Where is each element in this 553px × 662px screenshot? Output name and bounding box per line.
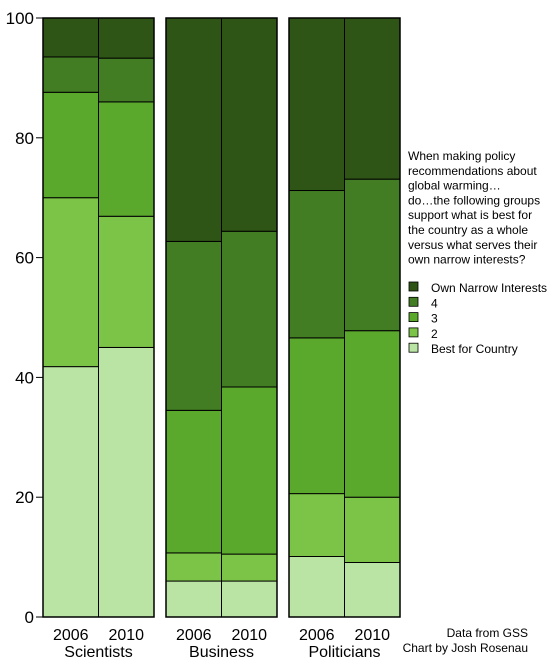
bar-segment-politicians-2006-2 xyxy=(288,337,345,495)
panel-frame xyxy=(42,17,155,618)
bar-segment-politicians-2010-1 xyxy=(344,496,401,563)
bar-segment-scientists-2010-1 xyxy=(98,215,155,348)
legend-label: 4 xyxy=(431,296,438,310)
legend-title-line: do…the following groups xyxy=(408,193,540,207)
group-label: Politicians xyxy=(308,644,380,661)
legend-label: Own Narrow Interests xyxy=(431,281,547,295)
bar-segment-politicians-2010-2 xyxy=(344,330,401,498)
bar-segment-scientists-2010-0 xyxy=(98,346,155,618)
bar-segment-scientists-2006-4 xyxy=(42,17,99,58)
bar-segment-politicians-2010-0 xyxy=(344,561,401,618)
legend-swatch xyxy=(408,281,419,292)
legend-label: 2 xyxy=(431,327,438,341)
y-tick-label: 20 xyxy=(15,488,34,507)
bar-segment-business-2010-4 xyxy=(221,17,278,232)
legend-title-line: versus what serves their xyxy=(408,238,537,252)
x-tick-label: 2006 xyxy=(299,627,335,644)
legend-swatch xyxy=(408,296,419,307)
group-label: Scientists xyxy=(64,644,132,661)
x-tick-label: 2006 xyxy=(53,627,89,644)
y-tick-label: 0 xyxy=(25,608,34,627)
axes: 0 20 40 60 80 100 xyxy=(6,9,43,627)
bar-segment-scientists-2010-3 xyxy=(98,57,155,103)
bars xyxy=(42,17,401,618)
bar-segment-business-2010-3 xyxy=(221,230,278,388)
bar-segment-business-2006-3 xyxy=(165,240,222,411)
bar-segment-politicians-2006-1 xyxy=(288,493,345,558)
bar-segment-scientists-2006-2 xyxy=(42,91,99,199)
bar-segment-scientists-2010-4 xyxy=(98,17,155,59)
panel-frame xyxy=(288,17,401,618)
bar-segment-politicians-2006-0 xyxy=(288,556,345,618)
y-tick-label: 100 xyxy=(6,9,34,28)
bar-segment-politicians-2006-4 xyxy=(288,17,345,192)
legend-label: Best for Country xyxy=(431,342,518,356)
bar-segment-business-2006-1 xyxy=(165,552,222,582)
legend-swatch xyxy=(408,312,419,323)
legend-title-line: recommendations about xyxy=(408,164,537,178)
bar-segment-business-2010-2 xyxy=(221,386,278,555)
bar-segment-politicians-2010-4 xyxy=(344,17,401,180)
legend-title-line: When making policy xyxy=(408,149,515,163)
bar-segment-business-2006-0 xyxy=(165,580,222,618)
bar-segment-business-2010-1 xyxy=(221,553,278,582)
legend-title-line: support what is best for xyxy=(408,208,532,222)
y-tick-label: 40 xyxy=(15,368,34,387)
y-tick-label: 60 xyxy=(15,249,34,268)
bar-segment-business-2006-4 xyxy=(165,17,222,242)
legend-title-line: the country as a whole xyxy=(408,223,528,237)
credit-line-2: Chart by Josh Rosenau xyxy=(403,641,528,655)
x-tick-label: 2010 xyxy=(231,627,267,644)
x-tick-label: 2006 xyxy=(176,627,212,644)
legend-swatch xyxy=(408,327,419,338)
panel-frame xyxy=(165,17,278,618)
legend-label: 3 xyxy=(431,312,438,326)
bar-segment-scientists-2006-3 xyxy=(42,56,99,93)
x-tick-label: 2010 xyxy=(354,627,390,644)
bar-segment-scientists-2006-0 xyxy=(42,366,99,618)
credit-line-1: Data from GSS xyxy=(447,626,528,640)
legend-swatch xyxy=(408,342,419,353)
x-tick-label: 2010 xyxy=(108,627,144,644)
bar-segment-business-2010-0 xyxy=(221,580,278,618)
bar-segment-business-2006-2 xyxy=(165,409,222,554)
legend-title-line: global warming… xyxy=(408,179,501,193)
legend-title-line: own narrow interests? xyxy=(408,253,526,267)
y-tick-label: 80 xyxy=(15,129,34,148)
bar-segment-politicians-2010-3 xyxy=(344,178,401,332)
bar-segment-scientists-2006-1 xyxy=(42,197,99,368)
group-label: Business xyxy=(189,644,254,661)
bar-segment-scientists-2010-2 xyxy=(98,101,155,217)
bar-segment-politicians-2006-3 xyxy=(288,190,345,339)
